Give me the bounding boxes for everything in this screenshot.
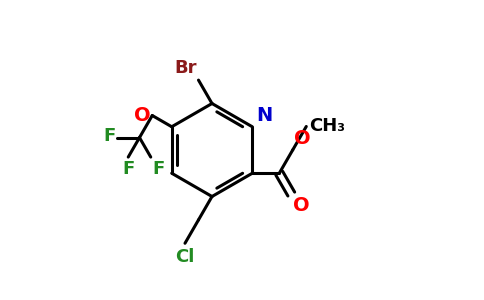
Text: O: O [294, 129, 311, 148]
Text: Br: Br [175, 59, 197, 77]
Text: F: F [122, 160, 135, 178]
Text: O: O [293, 196, 309, 214]
Text: F: F [152, 160, 165, 178]
Text: Cl: Cl [175, 248, 195, 266]
Text: N: N [256, 106, 272, 125]
Text: O: O [134, 106, 151, 125]
Text: CH₃: CH₃ [309, 118, 345, 136]
Text: F: F [103, 127, 116, 145]
